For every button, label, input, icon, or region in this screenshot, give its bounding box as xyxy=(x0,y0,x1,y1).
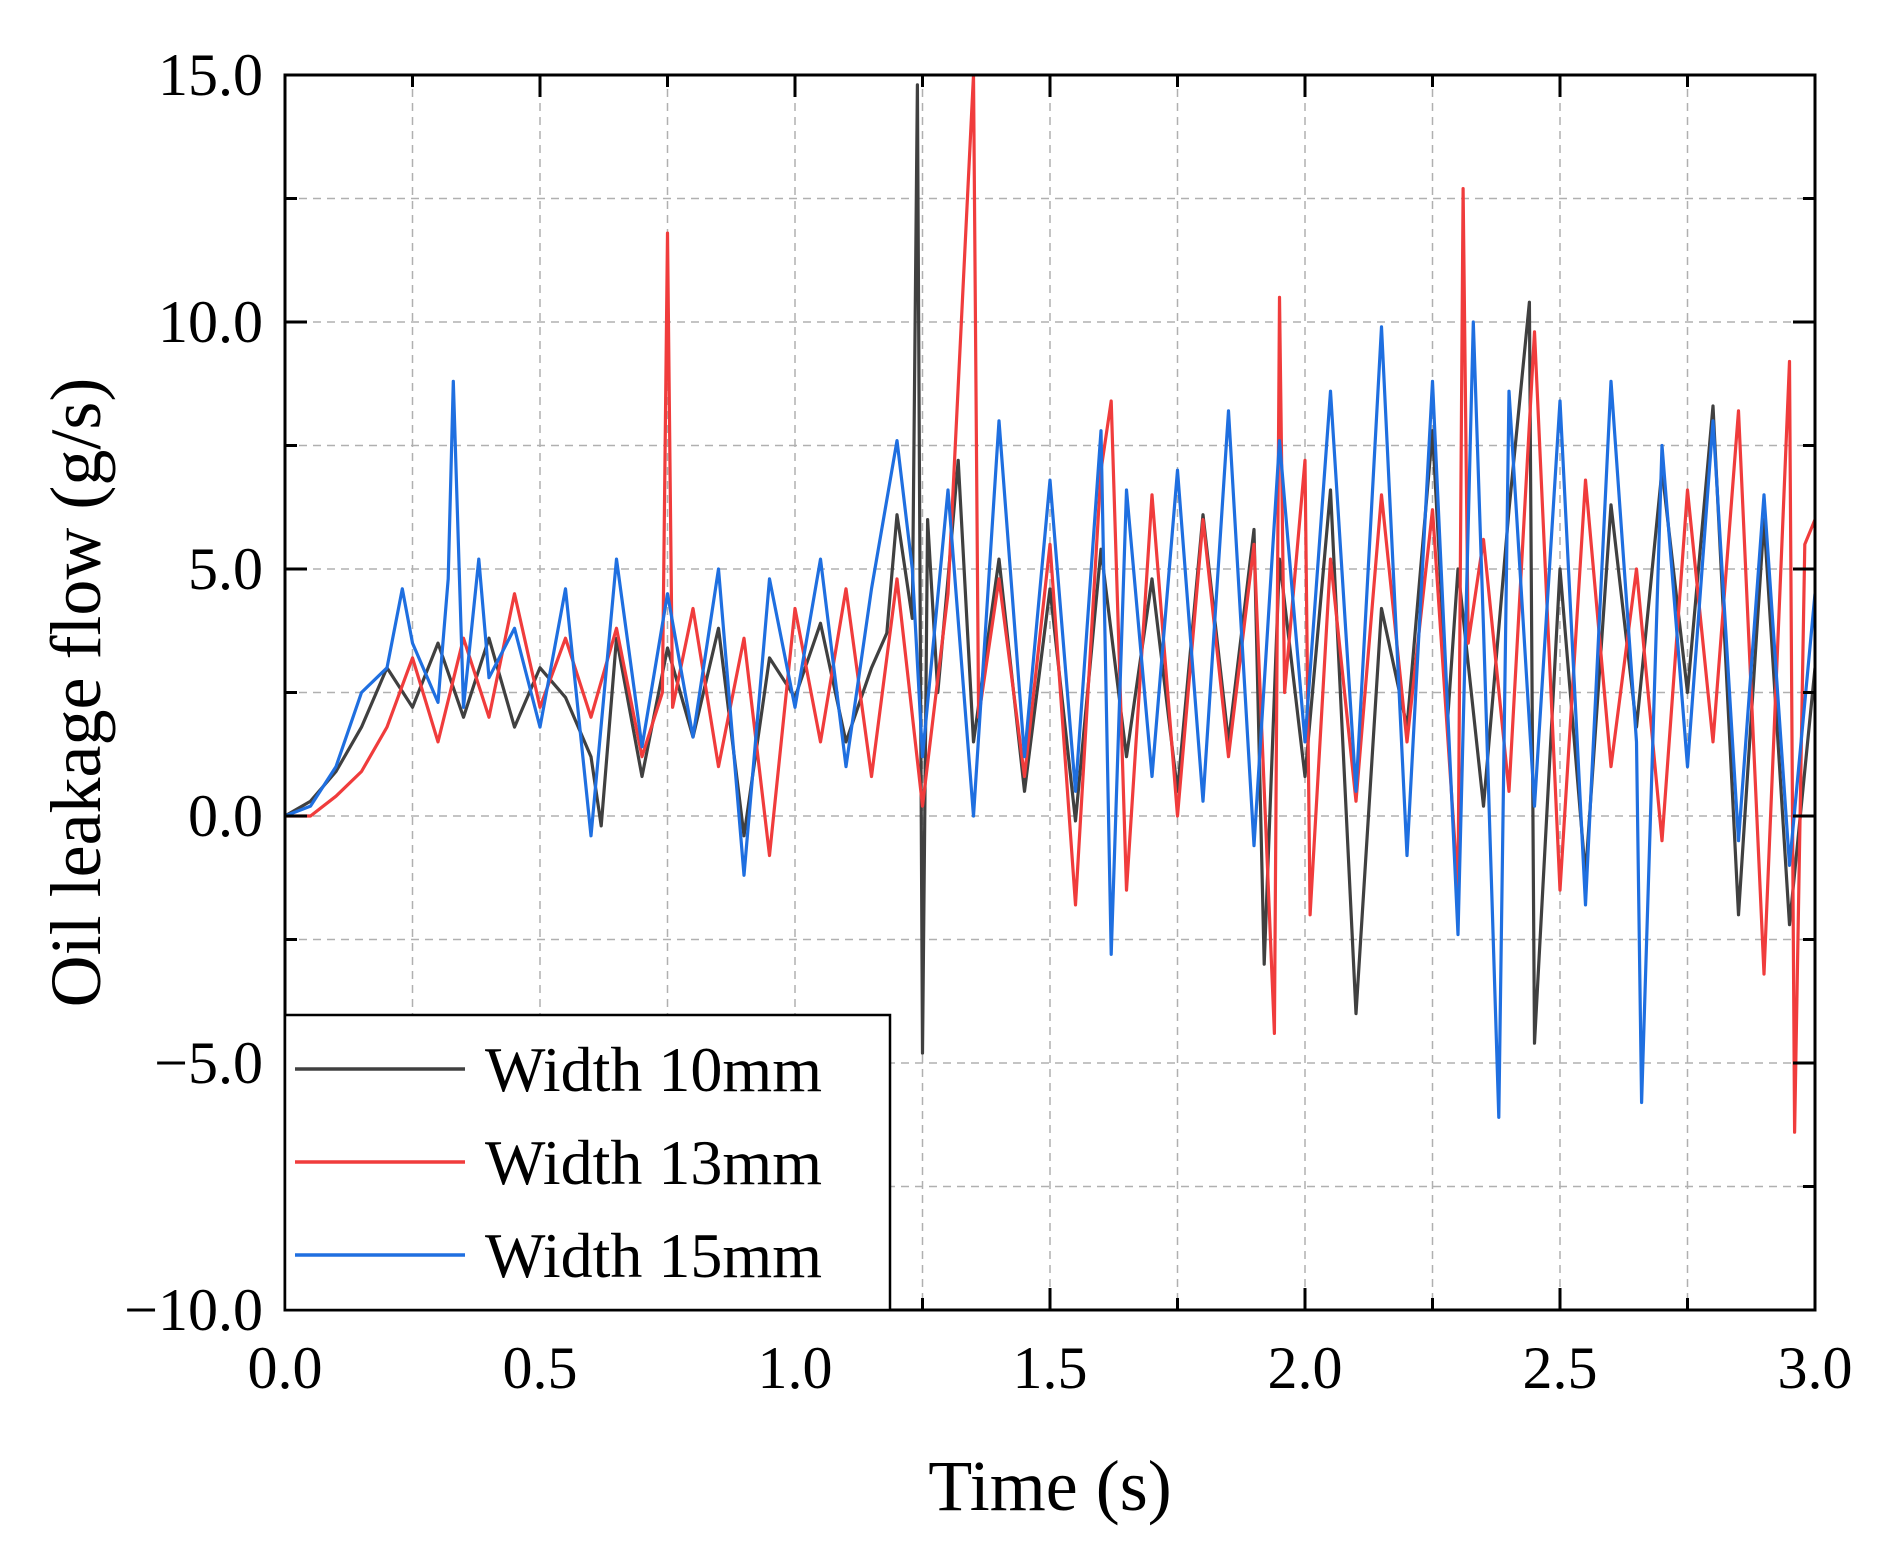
y-tick-label: −10.0 xyxy=(124,1277,263,1343)
legend: Width 10mm Width 13mm Width 15mm xyxy=(283,1013,892,1312)
x-tick-label: 3.0 xyxy=(1778,1335,1853,1401)
x-tick-labels: 0.0 0.5 1.0 1.5 2.0 2.5 3.0 xyxy=(248,1335,1853,1401)
x-tick-label: 2.0 xyxy=(1268,1335,1343,1401)
y-axis-title: Oil leakage flow (g/s) xyxy=(36,378,116,1008)
x-tick-label: 2.5 xyxy=(1523,1335,1598,1401)
y-tick-label: 15.0 xyxy=(158,42,263,108)
legend-label: Width 15mm xyxy=(485,1220,822,1291)
series-group xyxy=(285,75,1815,1134)
series-line-3 xyxy=(285,320,1815,1119)
series-line-2 xyxy=(285,75,1815,1134)
x-tick-label: 0.5 xyxy=(503,1335,578,1401)
y-tick-label: 0.0 xyxy=(188,783,263,849)
y-tick-label: −5.0 xyxy=(154,1030,263,1096)
legend-label: Width 10mm xyxy=(485,1034,822,1105)
x-tick-label: 1.5 xyxy=(1013,1335,1088,1401)
x-tick-label: 1.0 xyxy=(758,1335,833,1401)
x-axis-title: Time (s) xyxy=(928,1446,1171,1526)
series-line-1 xyxy=(285,83,1815,1055)
y-tick-labels: −10.0 −5.0 0.0 5.0 10.0 15.0 xyxy=(124,42,263,1343)
y-tick-label: 10.0 xyxy=(158,289,263,355)
legend-label: Width 13mm xyxy=(485,1127,822,1198)
y-tick-label: 5.0 xyxy=(188,536,263,602)
x-tick-label: 0.0 xyxy=(248,1335,323,1401)
